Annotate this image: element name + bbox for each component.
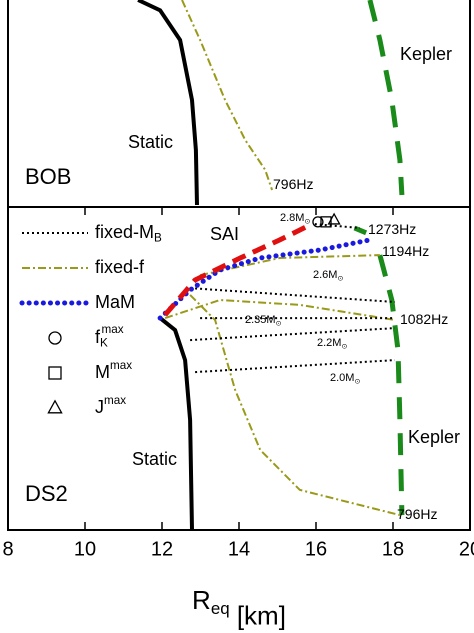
annotation: 2.6M⊙ xyxy=(313,269,343,282)
panel-label: DS2 xyxy=(25,481,68,506)
series-line xyxy=(158,316,194,531)
annotation: 2.8M⊙ xyxy=(280,212,310,225)
marker-square xyxy=(320,216,332,228)
legend-label: MaM xyxy=(95,292,135,312)
annotation-main: 2.35M xyxy=(245,314,276,326)
legend-label: fKmax xyxy=(95,323,124,350)
annotation-main: 2.8M xyxy=(280,212,304,224)
annotation: 796Hz xyxy=(397,506,437,522)
marker-circle xyxy=(48,331,62,345)
x-tick-label: 18 xyxy=(382,538,404,560)
legend-label: Jmax xyxy=(95,394,126,417)
legend-label-sup: max xyxy=(102,323,124,336)
annotation: Kepler xyxy=(400,44,452,64)
series-line xyxy=(181,0,274,191)
annotation: 1273Hz xyxy=(368,221,416,237)
legend-label-main: fixed-f xyxy=(95,257,145,277)
annotation-main: Kepler xyxy=(408,427,460,447)
annotation: 2.35M⊙ xyxy=(245,314,282,327)
legend-label: fixed-MB xyxy=(95,222,162,245)
legend-label-main: fixed-M xyxy=(95,222,154,242)
annotation: SAI xyxy=(210,224,239,244)
legend-label: fixed-f xyxy=(95,257,145,277)
annotation: 2.2M⊙ xyxy=(317,337,347,350)
series-line xyxy=(190,223,395,374)
x-tick-label: 10 xyxy=(74,538,96,560)
x-tick-label: 14 xyxy=(228,538,250,560)
x-tick-label: 8 xyxy=(2,538,13,560)
annotation-main: 1082Hz xyxy=(400,311,448,327)
annotation: 796Hz xyxy=(273,176,313,192)
series-line xyxy=(137,0,199,206)
annotation: Static xyxy=(132,449,177,469)
annotation-main: Kepler xyxy=(400,44,452,64)
annotation: 1194Hz xyxy=(382,243,429,259)
annotation-sub: ⊙ xyxy=(337,274,343,282)
annotation-main: 796Hz xyxy=(397,506,437,522)
annotation-sub: ⊙ xyxy=(341,342,347,350)
annotation-main: Static xyxy=(128,132,173,152)
annotation-main: 1273Hz xyxy=(368,221,416,237)
marker-triangle xyxy=(47,399,63,414)
x-axis-label-main: R xyxy=(192,585,211,615)
annotation-sub: ⊙ xyxy=(354,377,360,385)
marker-triangle xyxy=(327,212,341,225)
annotation-main: 1194Hz xyxy=(382,243,429,259)
x-axis-label: Req [km] xyxy=(192,585,286,631)
legend-label-sub: B xyxy=(154,231,162,244)
top-frame xyxy=(7,0,471,208)
annotation-main: SAI xyxy=(210,224,239,244)
annotation-sub: ⊙ xyxy=(276,319,282,327)
legend-label-sup: max xyxy=(104,394,126,407)
annotation-main: 2.2M xyxy=(317,337,341,349)
series-line xyxy=(353,225,405,516)
x-axis-label-rest: [km] xyxy=(230,600,286,630)
annotation-main: Static xyxy=(132,449,177,469)
legend-label-main: MaM xyxy=(95,292,135,312)
series-line xyxy=(163,222,311,317)
legend-label-sub: K xyxy=(100,336,108,349)
legend-label-main: M xyxy=(95,362,110,382)
annotation-sub: ⊙ xyxy=(304,217,310,225)
x-tick-label: 20 xyxy=(459,538,474,560)
legend-label-sup: max xyxy=(110,359,132,372)
series-line xyxy=(367,0,405,196)
x-axis-label-sub: eq xyxy=(211,599,230,618)
legend-label-main: f xyxy=(95,327,101,347)
annotation: Static xyxy=(128,132,173,152)
annotation: Kepler xyxy=(408,427,460,447)
annotation-main: 2.0M xyxy=(330,372,354,384)
x-tick-label: 16 xyxy=(305,538,327,560)
legend-label: Mmax xyxy=(95,359,132,382)
x-tick-label: 12 xyxy=(151,538,173,560)
series-line xyxy=(164,254,401,517)
panel-label: BOB xyxy=(25,164,71,189)
marker-square xyxy=(48,366,62,380)
annotation: 1082Hz xyxy=(400,311,448,327)
legend-label-main: J xyxy=(95,397,104,417)
annotation-main: 796Hz xyxy=(273,176,313,192)
marker-circle xyxy=(312,216,324,228)
annotation-main: 2.6M xyxy=(313,269,337,281)
annotation: 2.0M⊙ xyxy=(330,372,360,385)
